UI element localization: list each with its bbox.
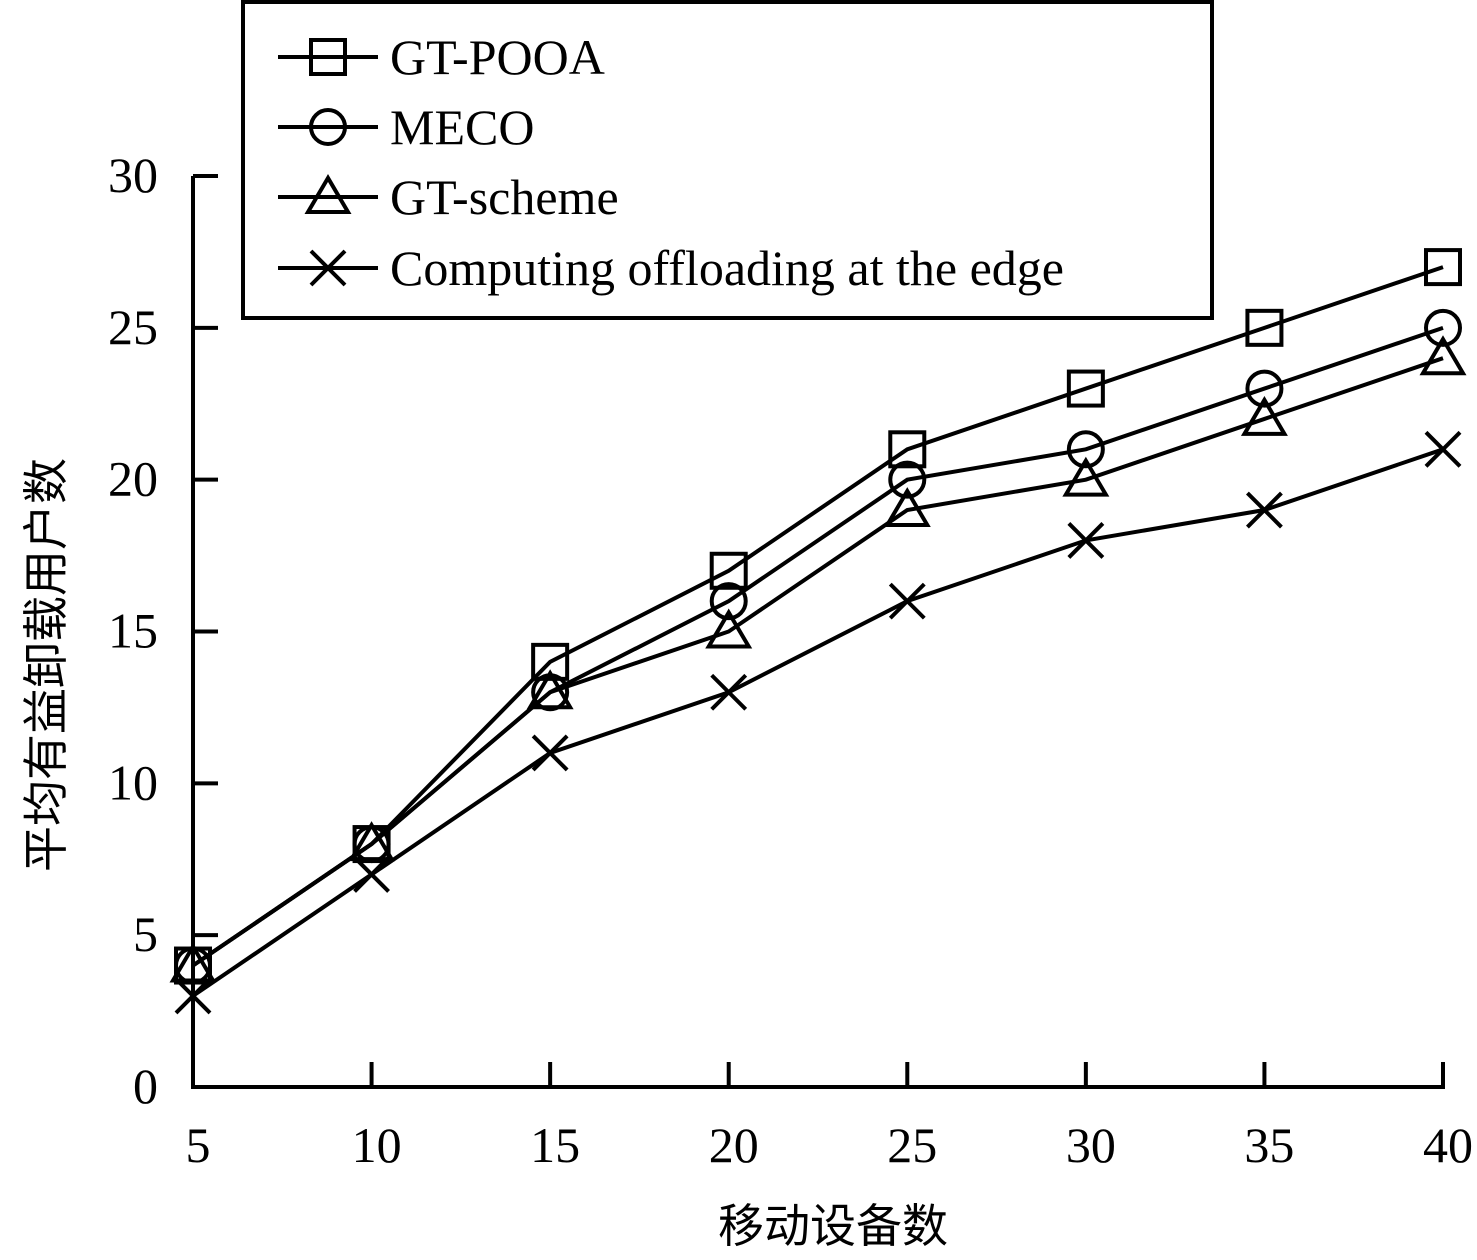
- y-tick-label: 10: [108, 754, 158, 810]
- x-tick-label: 10: [352, 1117, 402, 1173]
- data-point-gt-scheme: [169, 942, 217, 983]
- x-marker-stroke: [710, 673, 748, 711]
- legend-label: GT-scheme: [390, 169, 619, 225]
- data-point-gt-scheme: [348, 821, 396, 862]
- series-layer: [169, 248, 1467, 1015]
- data-point-computing-offloading-at-the-edge: [174, 977, 212, 1015]
- y-tick-label: 25: [108, 299, 158, 355]
- data-point-computing-offloading-at-the-edge: [1424, 430, 1462, 468]
- legend-item-gt-pooa: GT-POOA: [278, 29, 605, 85]
- series-line-gt-pooa: [191, 265, 1444, 968]
- legend-marker-x: [309, 249, 347, 287]
- x-tick-label: 40: [1423, 1117, 1473, 1173]
- x-marker-stroke: [531, 734, 569, 772]
- legend-item-meco: MECO: [278, 99, 534, 155]
- y-tick-label: 20: [108, 451, 158, 507]
- legend-marker-triangle: [304, 174, 352, 214]
- data-point-gt-pooa: [888, 430, 927, 469]
- y-axis-ticks: 0 5 10 15 20 25 30: [108, 147, 218, 1114]
- series-line-computing-offloading-at-the-edge: [191, 447, 1444, 998]
- y-tick-label: 30: [108, 147, 158, 203]
- legend-marker-square: [309, 38, 347, 76]
- y-axis-title: 平均有益卸载用户数: [19, 458, 73, 872]
- data-point-meco: [1066, 430, 1105, 469]
- x-tick-label: 15: [530, 1117, 580, 1173]
- data-point-computing-offloading-at-the-edge: [353, 856, 390, 893]
- x-marker-stroke: [1067, 521, 1105, 559]
- y-tick-label: 15: [108, 603, 158, 659]
- y-tick-label: 5: [133, 906, 158, 962]
- series-gt-scheme: [169, 335, 1467, 983]
- data-point-gt-pooa: [1245, 308, 1284, 347]
- legend-label: MECO: [390, 99, 534, 155]
- data-point-gt-pooa: [531, 642, 570, 681]
- data-point-gt-scheme: [1062, 456, 1110, 497]
- data-point-computing-offloading-at-the-edge: [710, 673, 748, 711]
- x-tick-label: 5: [186, 1117, 211, 1173]
- x-tick-label: 35: [1244, 1117, 1294, 1173]
- data-point-gt-scheme: [705, 608, 753, 649]
- data-point-computing-offloading-at-the-edge: [1067, 521, 1105, 559]
- y-tick-label: 0: [133, 1058, 158, 1114]
- legend-item-gt-scheme: GT-scheme: [278, 169, 619, 225]
- data-point-gt-scheme: [1419, 335, 1467, 376]
- x-marker-stroke: [353, 856, 390, 893]
- data-point-computing-offloading-at-the-edge: [1246, 491, 1283, 529]
- legend-label: Computing offloading at the edge: [390, 240, 1064, 296]
- x-marker-stroke: [888, 582, 926, 620]
- legend: GT-POOA MECO GT-scheme Computing offloading…: [241, 0, 1214, 320]
- data-point-gt-scheme: [1240, 395, 1288, 436]
- data-point-gt-pooa: [1066, 369, 1105, 408]
- series-line-gt-scheme: [191, 356, 1444, 968]
- legend-box: [241, 0, 1214, 320]
- x-axis-title: 移动设备数: [718, 1199, 948, 1253]
- data-point-gt-scheme: [526, 669, 574, 710]
- data-point-gt-pooa: [709, 551, 748, 590]
- data-point-gt-scheme: [883, 487, 931, 528]
- data-point-meco: [1424, 308, 1462, 347]
- data-point-computing-offloading-at-the-edge: [531, 734, 569, 772]
- x-marker-stroke: [309, 249, 347, 287]
- x-marker-stroke: [1246, 491, 1283, 529]
- x-marker-stroke: [1424, 430, 1462, 468]
- x-tick-label: 30: [1066, 1117, 1116, 1173]
- data-point-meco: [1245, 369, 1284, 408]
- series-computing-offloading-at-the-edge: [174, 430, 1462, 1015]
- data-point-gt-pooa: [1424, 248, 1462, 287]
- legend-item-computing-offloading-at-the-edge: Computing offloading at the edge: [278, 240, 1064, 296]
- x-tick-label: 25: [887, 1117, 937, 1173]
- x-marker-stroke: [174, 977, 212, 1015]
- data-point-meco: [709, 582, 748, 621]
- x-tick-label: 20: [709, 1117, 759, 1173]
- legend-label: GT-POOA: [390, 29, 605, 85]
- x-axis-ticks: 5 10 15 20 25 30 35 40: [186, 1062, 1473, 1173]
- data-point-meco: [888, 460, 927, 499]
- data-point-computing-offloading-at-the-edge: [888, 582, 926, 620]
- legend-marker-circle: [309, 108, 347, 146]
